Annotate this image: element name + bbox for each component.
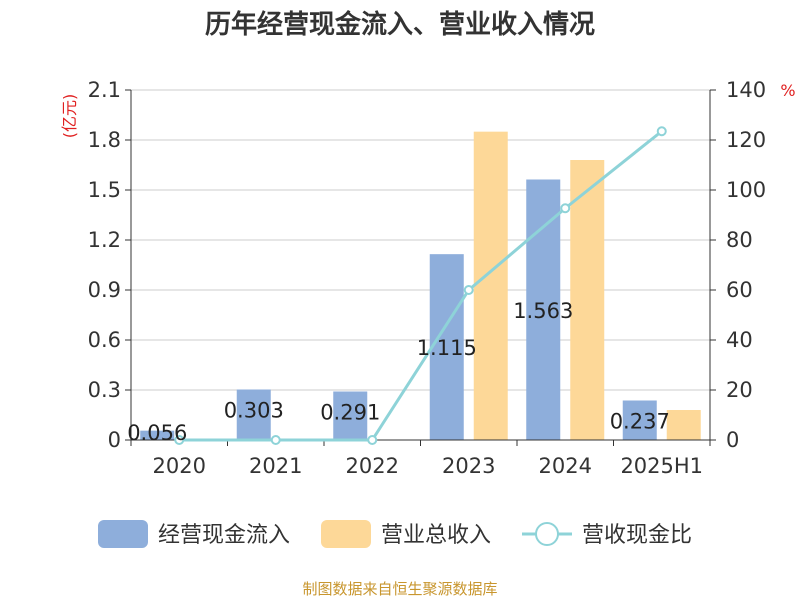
legend-label: 经营现金流入: [158, 523, 290, 548]
ratio-point: [367, 435, 378, 445]
y-right-tick-label: 100: [726, 178, 766, 202]
y-left-tick-label: 2.1: [88, 78, 121, 102]
x-tick-label: 2020: [153, 454, 206, 478]
axes: [125, 89, 716, 446]
bar: [236, 389, 271, 440]
data-label: 1.115: [417, 336, 477, 360]
legend-swatch: [321, 520, 371, 548]
ratio-point: [463, 285, 474, 295]
bar: [570, 160, 605, 440]
bar: [429, 254, 464, 440]
bar: [526, 179, 561, 440]
ratio-line-path: [179, 130, 663, 442]
data-label: 0.056: [127, 421, 187, 445]
chart-title: 历年经营现金流入、营业收入情况: [205, 9, 595, 40]
legend-label: 营业总收入: [381, 523, 491, 548]
y-left-tick-label: 1.5: [88, 178, 121, 202]
data-labels: 0.056 0.303 0.291 1.115 1.563 0.237: [127, 299, 670, 445]
legend-marker: [535, 522, 559, 546]
y-left-tick-label: 1.2: [88, 228, 121, 252]
ratio-point: [270, 435, 281, 445]
bar: [473, 131, 508, 440]
y-right-tick-label: 0: [726, 428, 739, 452]
x-tick-label: 2025H1: [620, 454, 703, 478]
ratio-point: [656, 126, 667, 137]
gridlines: [131, 89, 710, 391]
data-label: 0.303: [224, 399, 284, 423]
y-right-unit: %: [780, 81, 795, 100]
y-right-tick-label: 120: [726, 128, 766, 152]
data-label: 0.291: [320, 401, 380, 425]
y-right-tick-label: 40: [726, 328, 753, 352]
legend: 经营现金流入 营业总收入 营收现金比: [98, 520, 692, 548]
bar: [622, 400, 657, 440]
x-tick-label: 2021: [249, 454, 302, 478]
ratio-point: [560, 203, 571, 214]
legend-swatch: [98, 520, 148, 548]
y-left-unit: (亿元): [60, 94, 79, 139]
ratio-point: [174, 435, 185, 445]
x-tick-label: 2024: [539, 454, 592, 478]
y-left-tick-label: 0: [108, 428, 121, 452]
data-label: 0.237: [610, 410, 670, 434]
ratio-line: [174, 126, 667, 445]
y-left-tick-label: 0.9: [88, 278, 121, 302]
y-left-tick-label: 0.6: [88, 328, 121, 352]
x-tick-label: 2023: [442, 454, 495, 478]
y-right-tick-label: 20: [726, 378, 753, 402]
bar: [140, 430, 175, 440]
x-tick-label: 2022: [346, 454, 399, 478]
bar: [666, 410, 701, 440]
y-left-tick-label: 1.8: [88, 128, 121, 152]
y-right-tick-label: 140: [726, 78, 766, 102]
y-right-tick-label: 80: [726, 228, 753, 252]
y-right-tick-label: 60: [726, 278, 753, 302]
legend-label: 营收现金比: [582, 523, 692, 548]
data-label: 1.563: [513, 299, 573, 323]
bars: [140, 131, 701, 440]
tick-labels: 0 0.3 0.6 0.9 1.2 1.5 1.8 2.1 0 20 40 60 80 100 120 140…: [88, 78, 767, 478]
bar: [333, 391, 368, 440]
y-left-tick-label: 0.3: [88, 378, 121, 402]
source-note: 制图数据来自恒生聚源数据库: [302, 580, 497, 598]
